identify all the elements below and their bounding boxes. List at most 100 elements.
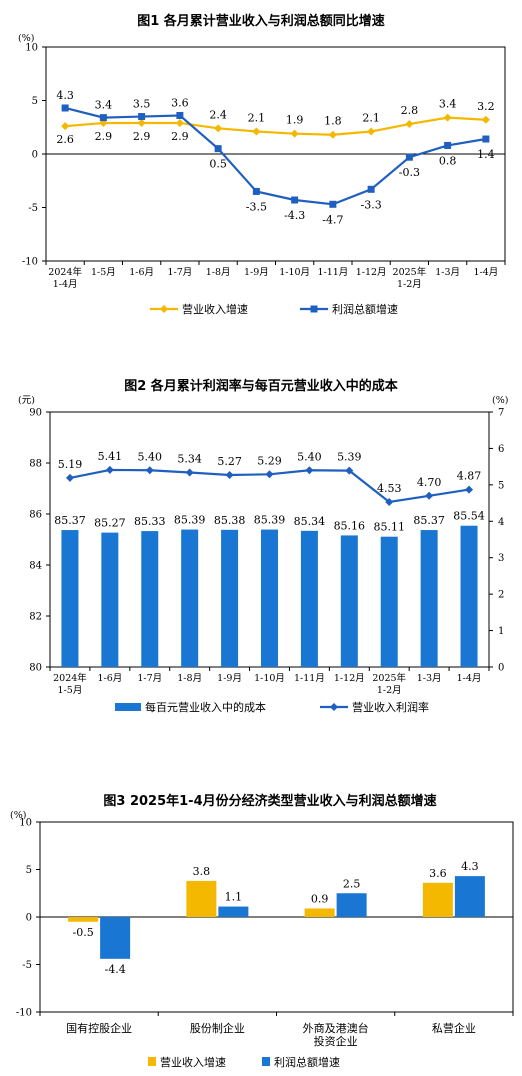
chart-1-xtick-label: 1-5月 — [91, 267, 116, 278]
chart-1-series-2-label: 3.4 — [95, 99, 113, 112]
chart-1-series-1-label: 1.8 — [324, 115, 342, 128]
chart-2-bar-label: 85.33 — [134, 515, 166, 528]
chart-1-legend-1-label: 营业收入增速 — [182, 302, 248, 316]
chart-2-line-label: 4.70 — [417, 476, 442, 489]
chart-1-xtick-label: 1-9月 — [244, 267, 269, 278]
chart-3-ytick-label: 10 — [19, 818, 32, 829]
chart-2-legend-1-swatch — [115, 703, 141, 711]
chart-2-xtick-label: 1-10月 — [254, 673, 285, 684]
chart-1-xtick-label: 1-8月 — [206, 267, 231, 278]
chart-2-xtick-label: 1-3月 — [417, 673, 442, 684]
chart-2-xtick-label: 1-12月 — [334, 673, 365, 684]
chart-1-series-1-point — [137, 118, 146, 127]
chart-2-bar-label: 85.11 — [373, 521, 405, 534]
chart-1-series-2-label: 3.5 — [133, 98, 151, 111]
chart-2-line-label: 4.53 — [377, 482, 402, 495]
chart-3-legend-1-label: 营业收入增速 — [160, 1055, 226, 1069]
chart-1-series-1-point — [367, 127, 376, 136]
chart-2-xtick-label: 1-9月 — [217, 673, 242, 684]
chart-2-ytick-right-label: 7 — [498, 408, 504, 419]
chart-2-bar — [420, 530, 438, 667]
chart-1-series-2-point — [482, 135, 490, 143]
chart-3-legend-1-swatch — [148, 1057, 156, 1066]
chart-2-line-label: 5.41 — [98, 450, 123, 463]
chart-2-bar-label: 85.37 — [413, 514, 445, 527]
chart-2-line-point — [385, 497, 394, 506]
chart-2: 图2 各月累计利润率与每百元营业收入中的成本 (元) (%) 90 88 86 84 82 80… — [18, 378, 508, 714]
chart-2-bar-label: 85.16 — [334, 519, 366, 532]
chart-1-ytick-label: 0 — [32, 150, 38, 161]
chart-3-series-1-bar — [186, 880, 217, 917]
chart-2-xtick-label: 1-2月 — [377, 685, 402, 696]
chart-3-ytick-label: 5 — [26, 865, 32, 876]
chart-3-series-1-label: 3.6 — [429, 867, 447, 880]
chart-2-bar-label: 85.54 — [453, 510, 485, 523]
chart-1-series-1-point — [175, 118, 184, 127]
chart-1-series-1-point — [443, 113, 452, 122]
chart-1-series-2-label: 3.6 — [171, 96, 189, 109]
chart-2-legend-2-label: 营业收入利润率 — [352, 700, 429, 714]
chart-3-xtick-label: 投资企业 — [314, 1034, 358, 1048]
chart-1-series-1-label: 2.4 — [209, 108, 227, 121]
chart-2-xtick-label: 1-7月 — [137, 673, 162, 684]
chart-1-series-1-label: 2.1 — [362, 112, 380, 125]
chart-1-series-2-point — [367, 185, 375, 193]
chart-1-series-2-point — [99, 114, 107, 122]
chart-2-ytick-left-label: 86 — [29, 510, 42, 521]
chart-3-series-2-label: 1.1 — [225, 891, 243, 904]
chart-1-series-2-point — [252, 187, 260, 195]
chart-2-bar — [61, 530, 79, 667]
chart-2-ytick-right-label: 2 — [498, 590, 504, 601]
chart-1-series-1-label: 2.8 — [401, 104, 419, 117]
chart-3-series-2-label: -4.4 — [105, 963, 126, 976]
chart-2-xtick-label: 1-6月 — [97, 673, 122, 684]
chart-3-series-2-bar — [454, 876, 485, 917]
chart-2-ytick-left-label: 84 — [29, 561, 42, 572]
chart-3-title: 图3 2025年1-4月份分经济类型营业收入与利润总额增速 — [103, 793, 436, 809]
chart-2-xtick-label: 1-11月 — [294, 673, 325, 684]
chart-1-series-2-point — [444, 141, 452, 149]
chart-2-ytick-right-label: 3 — [498, 553, 504, 564]
chart-2-line-point — [465, 485, 474, 494]
chart-1-series-1-point — [61, 122, 70, 131]
chart-1-series-2-label: -4.7 — [322, 213, 343, 226]
chart-1-xtick-label: 1-3月 — [435, 267, 460, 278]
chart-3-series-2-label: 2.5 — [343, 877, 361, 890]
chart-3-xtick-label: 国有控股企业 — [66, 1021, 132, 1035]
chart-1-xtick-label: 1-6月 — [129, 267, 154, 278]
chart-2-line-label: 5.34 — [177, 452, 202, 465]
chart-1-series-2-label: -3.5 — [246, 200, 267, 213]
chart-1-series-2-line — [64, 106, 487, 206]
chart-1-series-1-line — [65, 116, 486, 136]
chart-2-bar-label: 85.39 — [254, 514, 286, 527]
chart-2-xtick-label: 1-8月 — [177, 673, 202, 684]
chart-1-series-2-point — [61, 104, 69, 112]
chart-1-series-1-label: 2.9 — [171, 130, 189, 143]
chart-1-xtick-label: 1-4月 — [53, 279, 78, 290]
chart-2-bar — [340, 535, 358, 667]
chart-1-series-2-label: 4.3 — [56, 89, 74, 102]
chart-1-ytick-label: 10 — [25, 43, 38, 54]
chart-1-series-1-point — [252, 127, 261, 136]
chart-3-ytick-label: 0 — [26, 913, 32, 924]
chart-2-line-point — [105, 465, 114, 474]
chart-1-series-1-label: 3.4 — [439, 98, 457, 111]
chart-2-bar-label: 85.39 — [174, 514, 206, 527]
chart-2-bar — [300, 530, 318, 667]
chart-2-bar-label: 85.27 — [94, 517, 126, 530]
chart-2-bar-label: 85.38 — [214, 514, 246, 527]
chart-2-line-point — [345, 466, 354, 475]
chart-1-series-1-label: 3.2 — [477, 100, 495, 113]
chart-1-title: 图1 各月累计营业收入与利润总额同比增速 — [137, 13, 385, 29]
chart-1-series-1-point — [405, 120, 414, 129]
chart-1-xtick-label: 1-11月 — [317, 267, 348, 278]
chart-2-line-point — [265, 470, 274, 479]
chart-1-series-1-label: 2.9 — [95, 130, 113, 143]
chart-1-ytick-label: -5 — [28, 203, 38, 214]
chart-2-ytick-right-label: 5 — [498, 480, 504, 491]
chart-2-bar — [261, 529, 278, 667]
chart-3-series-2-bar — [100, 917, 131, 959]
chart-1-series-2-point — [291, 196, 299, 204]
chart-1-series-2-point — [405, 153, 413, 161]
chart-3-series-1-bar — [304, 908, 335, 917]
